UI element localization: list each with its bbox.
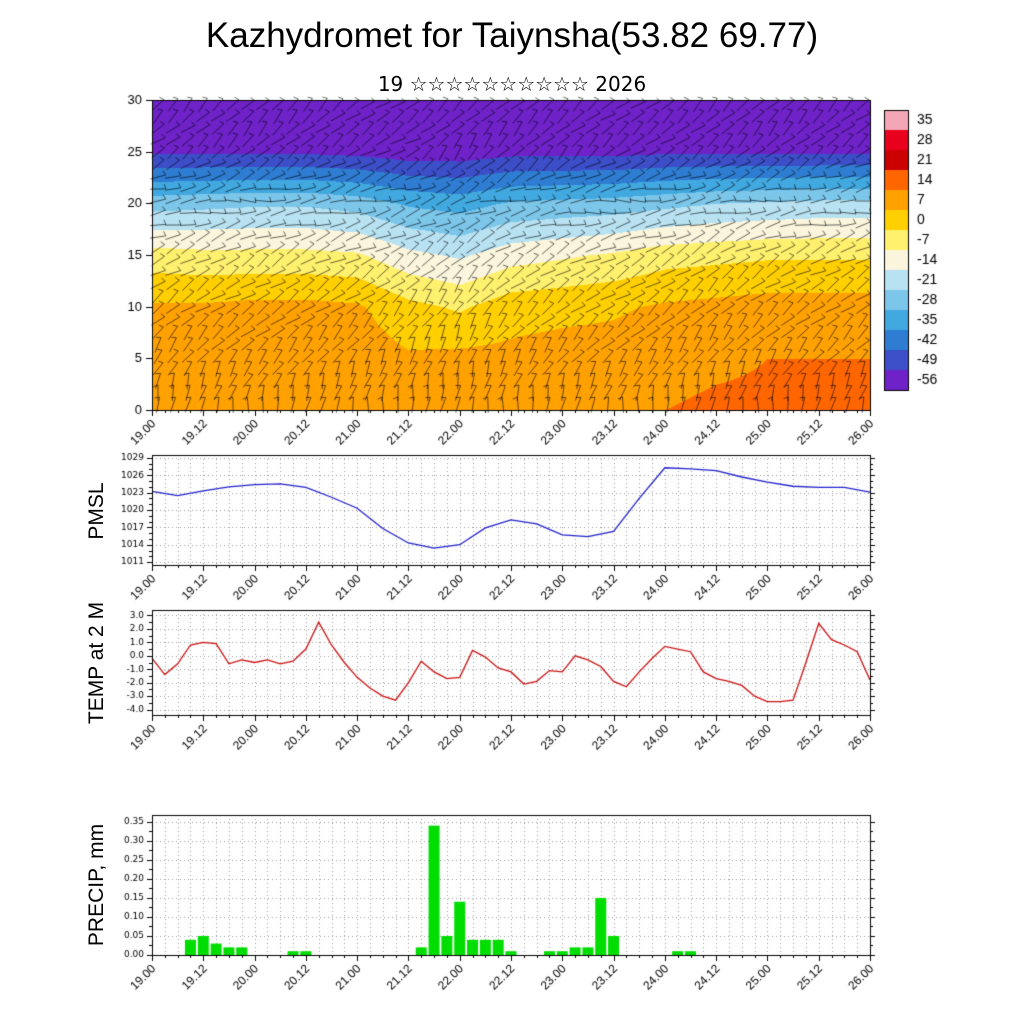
pmsl-axis-label: PMSL: [85, 482, 108, 540]
temp-axis-label: TEMP at 2 M: [85, 601, 108, 725]
precip-axis-label: PRECIP, mm: [85, 823, 108, 947]
